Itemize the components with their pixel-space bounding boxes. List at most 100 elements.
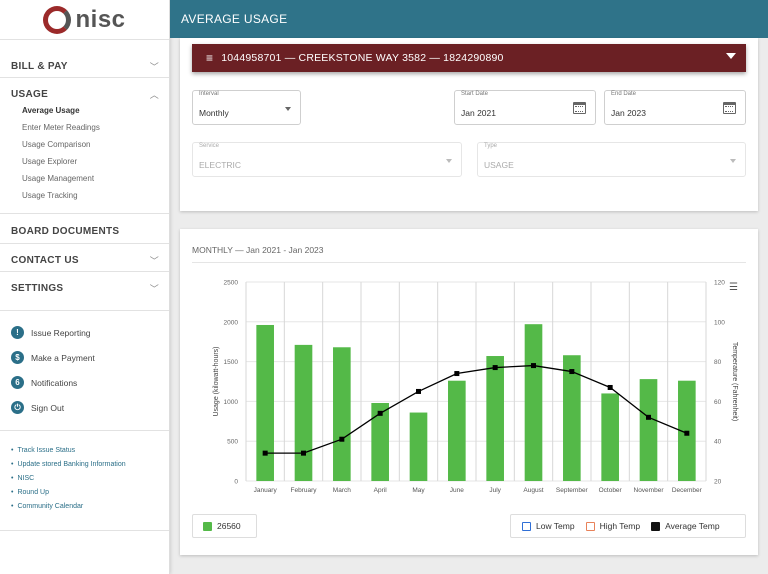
bar [486, 356, 504, 481]
quick-label: Notifications [31, 377, 78, 388]
temp-point [607, 384, 613, 390]
link-nisc[interactable]: NISC [11, 475, 34, 482]
temp-point [684, 430, 690, 436]
start-date-field[interactable]: Start Date Jan 2021 [454, 90, 596, 125]
nav-board-documents[interactable]: BOARD DOCUMENTS [11, 226, 159, 237]
nav-item-usage-comparison[interactable]: Usage Comparison [22, 140, 91, 149]
temp-point [339, 436, 345, 442]
power-icon: ⏻ [11, 401, 24, 414]
divider [0, 243, 169, 244]
temperature-legend: Low Temp High Temp Average Temp [510, 514, 746, 538]
temp-point [377, 410, 383, 416]
chevron-down-icon: ﹀ [149, 284, 159, 294]
nav-item-usage-explorer[interactable]: Usage Explorer [22, 157, 78, 166]
divider [0, 77, 169, 78]
dropdown-arrow-icon [446, 159, 452, 163]
x-tick-label: August [523, 487, 543, 494]
temp-point [569, 369, 575, 375]
link-track-issue-status[interactable]: Track Issue Status [11, 447, 75, 454]
bar [639, 379, 658, 481]
x-tick-label: May [412, 487, 425, 494]
nav-item-usage-tracking[interactable]: Usage Tracking [22, 191, 78, 200]
x-tick-label: December [672, 487, 703, 494]
quick-make-payment[interactable]: $ Make a Payment [11, 351, 95, 364]
checkbox-checked-icon [651, 521, 661, 531]
dropdown-arrow-icon [285, 107, 291, 111]
quick-sign-out[interactable]: ⏻ Sign Out [11, 401, 64, 414]
divider [192, 262, 746, 263]
x-tick-label: January [254, 487, 278, 494]
service-select: Service ELECTRIC [192, 142, 462, 177]
x-tick-label: September [556, 487, 589, 494]
legend-high-temp[interactable]: High Temp [585, 521, 640, 531]
legend-average-temp[interactable]: Average Temp [651, 521, 720, 531]
y2-tick-label: 20 [714, 479, 722, 486]
dropdown-arrow-icon [730, 159, 736, 163]
start-date-label: Start Date [461, 91, 489, 97]
y2-tick-label: 100 [714, 319, 725, 326]
calendar-icon[interactable] [573, 102, 586, 114]
type-select: Type USAGE [477, 142, 746, 177]
quick-issue-reporting[interactable]: ! Issue Reporting [11, 326, 91, 339]
service-label: Service [199, 143, 220, 149]
legend-label: Average Temp [665, 521, 720, 531]
bar [333, 347, 351, 481]
y2-tick-label: 80 [714, 359, 722, 366]
nav-item-usage-management[interactable]: Usage Management [22, 174, 95, 183]
quick-notifications[interactable]: 6 Notifications [11, 376, 77, 389]
nav-label: BILL & PAY [11, 61, 68, 72]
notification-count-icon: 6 [11, 376, 24, 389]
bar [371, 402, 389, 481]
account-selector[interactable]: ≡ 1044958701 — CREEKSTONE WAY 3582 — 182… [192, 44, 746, 72]
y2-tick-label: 40 [714, 439, 722, 446]
chart-card [180, 229, 758, 555]
bar [563, 355, 581, 481]
temp-point [646, 414, 651, 420]
bar [294, 344, 313, 481]
temp-point [262, 450, 268, 456]
y-axis-title: Usage (kilowatt-hours) [213, 346, 220, 416]
nav-usage[interactable]: USAGE ︿ [11, 88, 159, 101]
bar [409, 412, 428, 481]
sidebar: nisc BILL & PAY ﹀ USAGE ︿ Average Usage … [0, 0, 170, 574]
divider [0, 530, 169, 531]
chart-menu-icon[interactable]: ☰ [729, 282, 738, 293]
interval-select[interactable]: Interval Monthly [192, 90, 301, 125]
nav-bill-pay[interactable]: BILL & PAY ﹀ [11, 60, 159, 73]
x-tick-label: July [489, 487, 501, 494]
legend-low-temp[interactable]: Low Temp [522, 521, 575, 531]
bar [448, 380, 466, 481]
y2-tick-label: 60 [714, 399, 722, 406]
link-round-up[interactable]: Round Up [11, 489, 49, 496]
link-update-banking[interactable]: Update stored Banking Information [11, 461, 125, 468]
temp-line [265, 364, 688, 454]
interval-label: Interval [199, 91, 219, 97]
y-tick-label: 500 [227, 439, 238, 446]
nav-label: CONTACT US [11, 255, 79, 266]
service-value: ELECTRIC [199, 160, 242, 170]
bar [256, 324, 274, 481]
dollar-icon: $ [11, 351, 24, 364]
type-value: USAGE [484, 160, 514, 170]
y-tick-label: 2000 [224, 319, 239, 326]
bar [524, 324, 543, 481]
y-tick-label: 2500 [224, 280, 239, 287]
usage-chart: 0 500 1000 1500 2000 2500 20 40 60 80 100 120 Januar… [213, 280, 738, 495]
y-tick-label: 1000 [224, 399, 239, 406]
logo-icon [43, 5, 72, 34]
nav-contact-us[interactable]: CONTACT US ﹀ [11, 254, 159, 267]
chart-title: MONTHLY — Jan 2021 - Jan 2023 [192, 245, 324, 255]
temp-point [454, 371, 460, 377]
divider [0, 213, 169, 214]
calendar-icon[interactable] [723, 102, 736, 114]
nav-settings[interactable]: SETTINGS ﹀ [11, 282, 159, 295]
link-community-calendar[interactable]: Community Calendar [11, 503, 83, 510]
logo[interactable]: nisc [0, 0, 169, 40]
nav-item-enter-meter-readings[interactable]: Enter Meter Readings [22, 123, 100, 132]
nav-item-average-usage[interactable]: Average Usage [22, 106, 80, 115]
end-date-field[interactable]: End Date Jan 2023 [604, 90, 746, 125]
chevron-up-icon: ︿ [149, 90, 159, 100]
meter-legend[interactable]: 26560 [192, 514, 257, 538]
start-date-value: Jan 2021 [461, 108, 496, 118]
chevron-down-icon: ﹀ [149, 256, 159, 266]
